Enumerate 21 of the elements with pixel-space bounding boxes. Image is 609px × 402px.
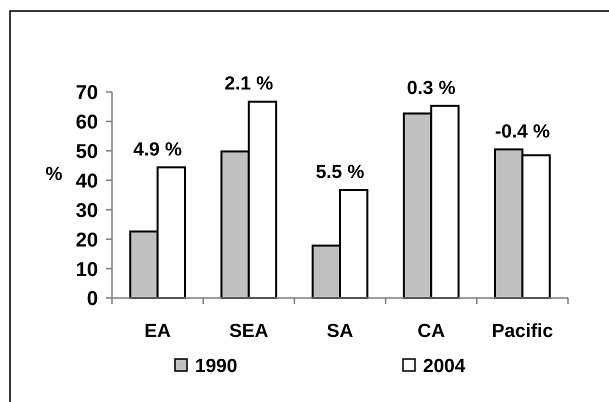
- legend-label: 1990: [195, 356, 238, 377]
- annotation: -0.4 %: [494, 121, 550, 142]
- y-tick-label: 60: [76, 112, 98, 134]
- annotation: 0.3 %: [406, 78, 456, 99]
- y-tick-label: 0: [86, 288, 98, 310]
- x-tick-label: EA: [144, 320, 172, 342]
- x-tick-label: SA: [326, 320, 354, 342]
- y-tick-label: 50: [76, 141, 98, 164]
- y-tick-label: 30: [76, 200, 98, 222]
- y-tick-label: 20: [76, 229, 98, 252]
- annotation: 5.5 %: [316, 162, 364, 183]
- x-tick-label: SEA: [229, 320, 269, 342]
- y-axis-title: %: [46, 164, 63, 185]
- y-tick-label: 70: [76, 82, 98, 104]
- y-tick-label: 10: [76, 258, 98, 281]
- x-tick-label: Pacific: [492, 320, 554, 342]
- legend-label: 2004: [423, 356, 466, 377]
- y-tick-label: 40: [76, 170, 98, 192]
- annotation: 4.9 %: [133, 139, 182, 160]
- x-tick-label: CA: [417, 320, 446, 342]
- annotation: 2.1 %: [224, 74, 274, 95]
